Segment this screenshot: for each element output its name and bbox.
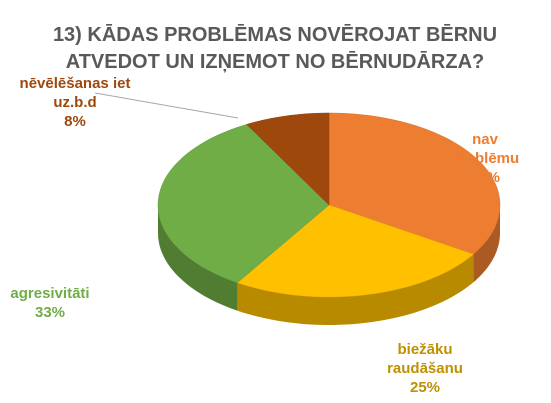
value-label: 25% bbox=[409, 379, 441, 396]
category-label: nav problēmu bbox=[450, 131, 520, 167]
pie-slice-side bbox=[237, 254, 474, 325]
leader-line bbox=[94, 92, 239, 119]
data-label: biežāku raudāšanu 25% bbox=[380, 340, 470, 397]
chart-title: 13) KĀDAS PROBLĒMAS NOVĒROJAT BĒRNU ATVE… bbox=[52, 24, 498, 73]
pie-slice-side bbox=[158, 205, 238, 311]
pie-slice bbox=[157, 124, 330, 283]
category-label: nēvēlēšanas iet uz.b.d bbox=[19, 75, 131, 111]
pie-slice-side bbox=[473, 205, 500, 283]
value-label: 34% bbox=[469, 169, 501, 186]
value-label: 8% bbox=[64, 113, 86, 130]
category-label: biežāku raudāšanu bbox=[387, 341, 463, 377]
pie-slice bbox=[236, 204, 474, 298]
pie-slice bbox=[246, 112, 330, 206]
value-label: 33% bbox=[34, 304, 66, 321]
category-label: agresivitāti bbox=[10, 285, 90, 302]
data-label: agresivitāti 33% bbox=[0, 284, 100, 322]
data-label: nēvēlēšanas iet uz.b.d 8% bbox=[0, 74, 150, 131]
pie-slice bbox=[328, 112, 501, 255]
data-label: nav problēmu 34% bbox=[440, 130, 530, 187]
